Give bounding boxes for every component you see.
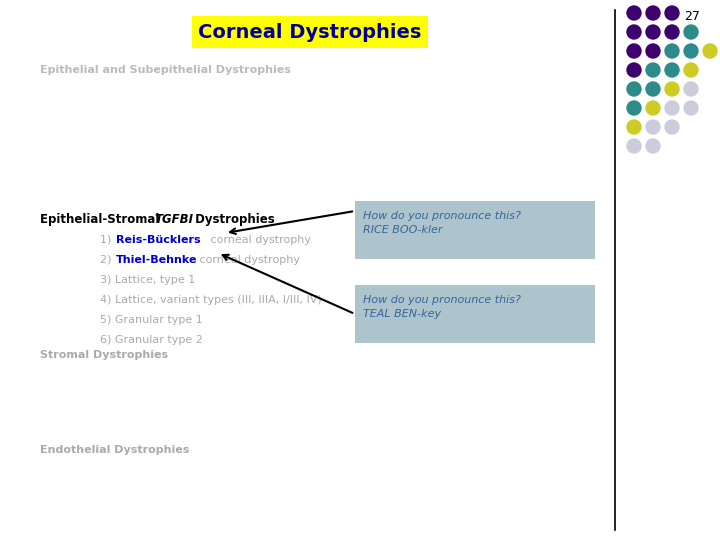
Circle shape [665,120,679,134]
Circle shape [684,63,698,77]
Circle shape [646,44,660,58]
Text: corneal dystrophy: corneal dystrophy [196,255,300,265]
Text: corneal dystrophy: corneal dystrophy [207,235,311,245]
Circle shape [646,6,660,20]
Circle shape [665,25,679,39]
Circle shape [684,82,698,96]
Circle shape [684,25,698,39]
Text: Epithelial-Stromal: Epithelial-Stromal [40,213,163,226]
Circle shape [627,120,641,134]
Circle shape [684,44,698,58]
Text: 6) Granular type 2: 6) Granular type 2 [100,335,203,345]
Circle shape [646,82,660,96]
Circle shape [646,139,660,153]
Text: 2): 2) [100,255,115,265]
Text: Stromal Dystrophies: Stromal Dystrophies [40,350,168,360]
Circle shape [627,139,641,153]
Text: Corneal Dystrophies: Corneal Dystrophies [198,23,422,42]
Circle shape [665,101,679,115]
Circle shape [627,44,641,58]
Text: 1): 1) [100,235,115,245]
Circle shape [665,44,679,58]
Text: 4) Lattice, variant types (III, IIIA, I/III, IV): 4) Lattice, variant types (III, IIIA, I/… [100,295,322,305]
Text: 3) Lattice, type 1: 3) Lattice, type 1 [100,275,195,285]
Circle shape [684,101,698,115]
Circle shape [627,63,641,77]
Circle shape [627,101,641,115]
Circle shape [646,120,660,134]
Circle shape [665,82,679,96]
Circle shape [627,6,641,20]
Circle shape [646,25,660,39]
Text: Thiel-Behnke: Thiel-Behnke [116,255,197,265]
Text: TGFBI: TGFBI [154,213,193,226]
FancyBboxPatch shape [355,285,595,343]
Text: Dystrophies: Dystrophies [191,213,275,226]
Text: How do you pronounce this?
RICE BOO-kler: How do you pronounce this? RICE BOO-kler [363,211,521,235]
Text: 5) Granular type 1: 5) Granular type 1 [100,315,203,325]
FancyBboxPatch shape [355,201,595,259]
Circle shape [627,82,641,96]
Circle shape [646,63,660,77]
Text: Endothelial Dystrophies: Endothelial Dystrophies [40,445,189,455]
Text: How do you pronounce this?
TEAL BEN-key: How do you pronounce this? TEAL BEN-key [363,295,521,319]
Circle shape [665,63,679,77]
Text: Reis-Bücklers: Reis-Bücklers [116,235,201,245]
Circle shape [646,101,660,115]
Circle shape [703,44,717,58]
Text: 27: 27 [684,10,700,23]
Circle shape [627,25,641,39]
Text: Epithelial and Subepithelial Dystrophies: Epithelial and Subepithelial Dystrophies [40,65,291,75]
Circle shape [665,6,679,20]
